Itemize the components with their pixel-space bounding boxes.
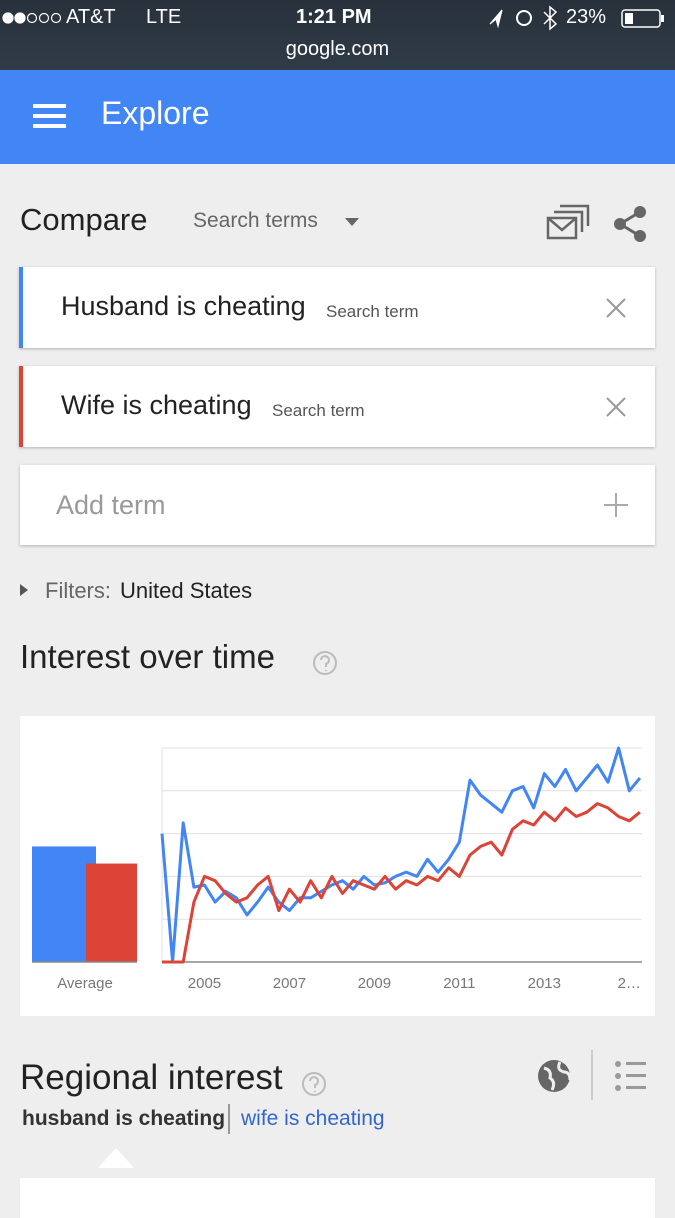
globe-icon[interactable] bbox=[538, 1060, 572, 1092]
share-icon[interactable] bbox=[614, 206, 646, 242]
carrier: AT&T bbox=[66, 6, 116, 28]
x-tick-label: 2013 bbox=[528, 975, 561, 992]
average-bar bbox=[32, 846, 96, 962]
x-tick-label: 2009 bbox=[358, 975, 391, 992]
series-line bbox=[162, 802, 641, 964]
status-icons bbox=[2, 5, 664, 31]
term-card[interactable]: Husband is cheating Search term bbox=[19, 267, 655, 348]
time: 1:21 PM bbox=[296, 6, 372, 28]
average-bar bbox=[86, 863, 137, 962]
term-hint: Search term bbox=[272, 401, 365, 420]
x-tick-label: 2011 bbox=[443, 975, 475, 992]
regional-tab[interactable]: husband is cheating bbox=[22, 1107, 226, 1130]
term-card[interactable]: Wife is cheating Search term bbox=[19, 366, 655, 447]
x-shape bbox=[606, 298, 626, 318]
toolbar-icons bbox=[546, 204, 646, 242]
help-icon[interactable] bbox=[312, 650, 338, 676]
app-bar: Explore bbox=[0, 70, 675, 164]
status-bar: AT&T LTE 1:21 PM 23% google.com bbox=[0, 0, 675, 70]
x-tick-label: 2007 bbox=[273, 975, 306, 992]
chart-card: 2005 2007 2009 2011 2013 2… Average bbox=[20, 716, 655, 1016]
plus-icon[interactable] bbox=[603, 492, 629, 518]
app-title: Explore bbox=[101, 95, 210, 131]
regional-tab[interactable]: wife is cheating bbox=[241, 1107, 385, 1130]
interest-title: Interest over time bbox=[20, 638, 275, 675]
x-tick-label: 2… bbox=[618, 975, 641, 992]
filters-label: Filters: bbox=[45, 578, 111, 603]
compare-title: Compare bbox=[20, 202, 148, 237]
term-label: Wife is cheating bbox=[61, 390, 252, 420]
help-icon[interactable] bbox=[301, 1071, 327, 1097]
term-label: Husband is cheating bbox=[61, 291, 306, 321]
network: LTE bbox=[146, 6, 182, 28]
email-icon[interactable] bbox=[546, 204, 590, 240]
filters-value[interactable]: United States bbox=[120, 578, 253, 603]
tab-divider bbox=[228, 1104, 230, 1134]
dropdown-arrow bbox=[345, 218, 359, 226]
battery: 23% bbox=[566, 6, 607, 28]
url[interactable]: google.com bbox=[285, 38, 390, 60]
x-tick-label: 2005 bbox=[188, 975, 221, 992]
tab-pointer bbox=[98, 1148, 134, 1168]
regional-title: Regional interest bbox=[20, 1058, 283, 1097]
add-term-card[interactable]: Add term bbox=[20, 465, 655, 545]
average-label: Average bbox=[57, 975, 113, 992]
map-card bbox=[20, 1178, 655, 1218]
chart: 2005 2007 2009 2011 2013 2… Average bbox=[32, 746, 642, 992]
menu-icon[interactable] bbox=[33, 101, 73, 131]
remove-icon[interactable] bbox=[605, 297, 627, 319]
remove-icon[interactable] bbox=[605, 396, 627, 418]
term-hint: Search term bbox=[326, 302, 419, 321]
list-icon[interactable] bbox=[615, 1061, 646, 1091]
filters-arrow[interactable] bbox=[20, 584, 30, 598]
add-term[interactable]: Add term bbox=[56, 490, 166, 520]
series-line bbox=[160, 746, 642, 964]
x-shape bbox=[606, 397, 626, 417]
dropdown[interactable]: Search terms bbox=[193, 209, 318, 232]
regional-icons bbox=[538, 1050, 646, 1100]
